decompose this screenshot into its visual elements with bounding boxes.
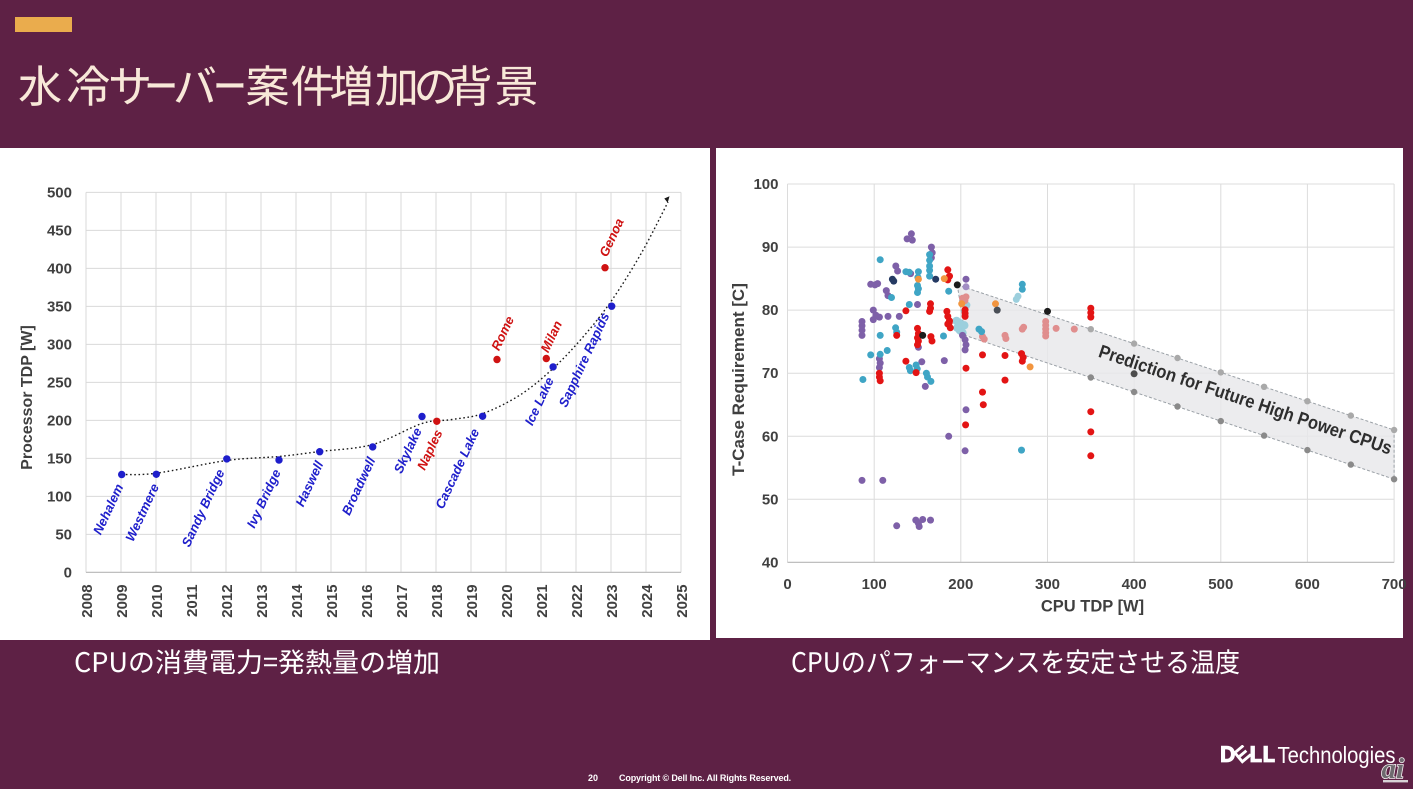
svg-text:60: 60 xyxy=(761,428,778,445)
svg-text:2022: 2022 xyxy=(569,584,586,617)
svg-text:500: 500 xyxy=(1208,576,1233,593)
svg-text:500: 500 xyxy=(47,184,72,201)
svg-text:90: 90 xyxy=(761,239,778,256)
svg-text:100: 100 xyxy=(753,176,778,193)
svg-text:2018: 2018 xyxy=(429,584,446,617)
svg-text:2016: 2016 xyxy=(359,584,376,617)
svg-text:80: 80 xyxy=(761,302,778,319)
svg-text:300: 300 xyxy=(47,336,72,353)
svg-text:200: 200 xyxy=(948,576,973,593)
svg-text:2025: 2025 xyxy=(674,584,691,617)
svg-text:50: 50 xyxy=(55,526,72,543)
svg-text:400: 400 xyxy=(1121,576,1146,593)
svg-text:0: 0 xyxy=(783,576,791,593)
svg-text:450: 450 xyxy=(47,222,72,239)
svg-text:350: 350 xyxy=(47,298,72,315)
svg-text:2017: 2017 xyxy=(394,584,411,617)
svg-text:300: 300 xyxy=(1034,576,1059,593)
svg-text:2021: 2021 xyxy=(534,584,551,617)
svg-text:T-Case Requirement [C]: T-Case Requirement [C] xyxy=(729,283,748,476)
svg-text:70: 70 xyxy=(761,365,778,382)
svg-text:Ivy Bridge: Ivy Bridge xyxy=(244,467,284,530)
svg-text:40: 40 xyxy=(761,554,778,571)
svg-text:2015: 2015 xyxy=(324,584,341,617)
svg-text:2011: 2011 xyxy=(184,584,201,617)
svg-text:Haswell: Haswell xyxy=(292,458,326,509)
svg-text:2014: 2014 xyxy=(289,584,306,618)
svg-text:2024: 2024 xyxy=(639,584,656,618)
svg-text:0: 0 xyxy=(64,564,72,581)
svg-text:2012: 2012 xyxy=(219,584,236,617)
svg-text:2023: 2023 xyxy=(604,584,621,617)
svg-text:CPU TDP [W]: CPU TDP [W] xyxy=(1040,598,1143,616)
svg-text:Broadwell: Broadwell xyxy=(339,454,379,517)
svg-text:2019: 2019 xyxy=(464,584,481,617)
svg-text:Technologies: Technologies xyxy=(1278,745,1396,768)
svg-text:50: 50 xyxy=(761,491,778,508)
svg-text:150: 150 xyxy=(47,450,72,467)
svg-text:400: 400 xyxy=(47,260,72,277)
svg-text:Rome: Rome xyxy=(488,314,517,353)
svg-text:600: 600 xyxy=(1294,576,1319,593)
svg-text:200: 200 xyxy=(47,412,72,429)
svg-text:100: 100 xyxy=(861,576,886,593)
svg-text:2020: 2020 xyxy=(499,584,516,617)
svg-text:Prediction for Future High Pow: Prediction for Future High Power CPUs xyxy=(1096,340,1395,458)
svg-text:250: 250 xyxy=(47,374,72,391)
svg-text:Sandy Bridge: Sandy Bridge xyxy=(179,467,228,549)
svg-text:100: 100 xyxy=(47,488,72,505)
svg-text:Genoa: Genoa xyxy=(596,216,627,259)
svg-text:2013: 2013 xyxy=(254,584,271,617)
svg-text:2008: 2008 xyxy=(79,584,96,617)
svg-text:Processor TDP [W]: Processor TDP [W] xyxy=(19,325,36,470)
svg-text:Milan: Milan xyxy=(537,318,565,355)
svg-text:2009: 2009 xyxy=(114,584,131,617)
svg-text:700: 700 xyxy=(1381,576,1406,593)
svg-text:2010: 2010 xyxy=(149,584,166,617)
